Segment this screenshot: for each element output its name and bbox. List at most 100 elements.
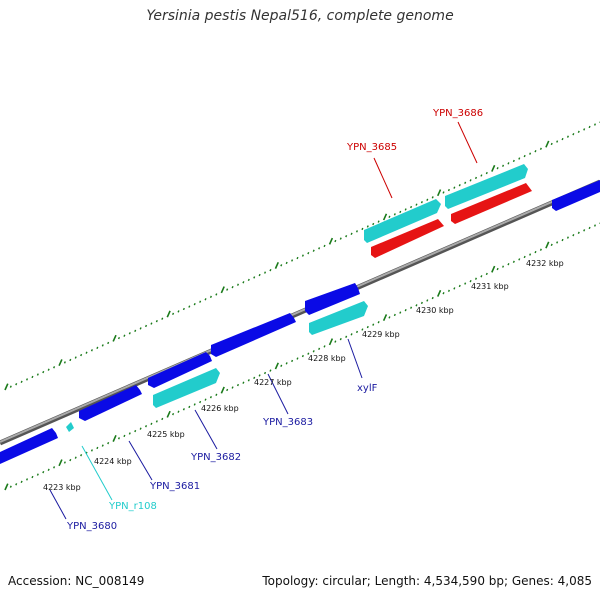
minor-tick: [464, 282, 467, 285]
feature-cyan-1[interactable]: [153, 368, 220, 408]
gene-YPN_3682[interactable]: [148, 352, 212, 388]
minor-tick: [69, 358, 72, 362]
minor-tick: [193, 302, 196, 306]
minor-tick: [155, 319, 158, 323]
minor-tick: [372, 323, 375, 326]
minor-tick: [366, 325, 369, 329]
minor-tick: [393, 213, 396, 216]
minor-tick: [442, 292, 445, 295]
minor-tick: [193, 403, 196, 406]
scale-label: 4231 kbp: [471, 282, 509, 291]
minor-tick: [339, 237, 342, 240]
minor-tick: [9, 485, 12, 488]
minor-tick: [566, 236, 569, 239]
minor-tick: [182, 408, 185, 411]
minor-tick: [534, 150, 537, 153]
scale-label: 4229 kbp: [362, 330, 400, 339]
minor-tick: [523, 154, 526, 158]
gene-label-YPN_r108[interactable]: YPN_r108: [108, 501, 157, 512]
minor-tick: [144, 425, 148, 428]
minor-tick: [296, 256, 299, 260]
minor-tick: [318, 247, 321, 250]
minor-tick: [47, 368, 50, 371]
minor-tick: [523, 255, 526, 259]
minor-tick: [474, 176, 478, 180]
label-leaders: [49, 121, 478, 520]
minor-tick: [291, 359, 294, 363]
minor-tick: [199, 400, 202, 404]
minor-tick: [301, 354, 304, 358]
minor-tick: [345, 234, 348, 238]
minor-tick: [242, 381, 245, 384]
minor-tick: [485, 171, 488, 175]
gene-YPN_3685[interactable]: [371, 219, 444, 258]
gene-YPN_r108[interactable]: [66, 422, 74, 432]
gene-YPN_3686[interactable]: [451, 183, 532, 224]
minor-tick: [31, 475, 34, 479]
minor-tick: [583, 128, 586, 131]
minor-tick: [561, 137, 564, 141]
minor-tick: [480, 275, 483, 278]
gene-label-YPN_3680[interactable]: YPN_3680: [66, 521, 117, 532]
minor-tick: [90, 449, 93, 452]
gene-YPN_3680[interactable]: [0, 428, 58, 464]
reverse-genes: [371, 183, 532, 258]
major-tick: [58, 359, 63, 367]
minor-tick: [144, 324, 148, 328]
major-tick: [545, 241, 550, 249]
gene-label-YPN_3685[interactable]: YPN_3685: [346, 142, 397, 153]
minor-tick: [377, 220, 380, 223]
minor-tick: [512, 159, 515, 163]
major-tick: [382, 314, 388, 322]
minor-tick: [53, 366, 56, 369]
gene-label-YPN_3686[interactable]: YPN_3686: [432, 108, 483, 119]
minor-tick: [323, 345, 326, 348]
minor-tick: [69, 458, 72, 462]
minor-tick: [480, 174, 483, 177]
minor-tick: [539, 248, 542, 251]
gene-YPN_3683[interactable]: [211, 313, 296, 357]
major-tick: [274, 362, 279, 370]
minor-tick: [404, 208, 407, 211]
minor-tick: [377, 321, 380, 324]
minor-tick: [172, 412, 175, 416]
gene-label-YPN_3682[interactable]: YPN_3682: [190, 452, 241, 463]
major-tick: [491, 164, 496, 172]
scale-label: 4223 kbp: [43, 483, 81, 492]
gene-label-xylF[interactable]: xylF: [357, 383, 378, 394]
gene-xylF[interactable]: [305, 283, 360, 315]
gene-YPN_3681[interactable]: [79, 385, 142, 421]
minor-tick: [63, 461, 66, 464]
scale-label: 4230 kbp: [416, 306, 454, 315]
minor-tick: [393, 313, 396, 317]
minor-tick: [372, 222, 375, 226]
gene-label-YPN_3683[interactable]: YPN_3683: [262, 417, 313, 428]
minor-tick: [47, 468, 50, 471]
minor-tick: [593, 123, 597, 126]
minor-tick: [182, 307, 185, 311]
minor-tick: [36, 473, 39, 476]
minor-tick: [188, 405, 191, 409]
minor-tick: [188, 305, 191, 308]
major-tick: [4, 483, 9, 491]
feature-YPN_3686-cyan[interactable]: [445, 164, 528, 209]
feature-YPN_3685-cyan[interactable]: [364, 199, 441, 243]
minor-tick: [285, 261, 288, 265]
minor-tick: [404, 308, 407, 312]
minor-tick: [215, 293, 218, 296]
minor-tick: [453, 186, 456, 189]
minor-tick: [496, 167, 499, 170]
feature-cyan-2[interactable]: [309, 301, 368, 335]
minor-tick: [399, 210, 402, 214]
gene-right-edge[interactable]: [552, 180, 600, 211]
major-tick: [436, 289, 442, 297]
gene-label-YPN_3681[interactable]: YPN_3681: [149, 481, 200, 492]
minor-tick: [458, 184, 461, 187]
minor-tick: [388, 215, 391, 218]
minor-tick: [453, 287, 456, 290]
minor-tick: [85, 351, 88, 354]
major-tick: [436, 189, 442, 197]
minor-tick: [253, 276, 256, 279]
minor-tick: [388, 316, 391, 319]
